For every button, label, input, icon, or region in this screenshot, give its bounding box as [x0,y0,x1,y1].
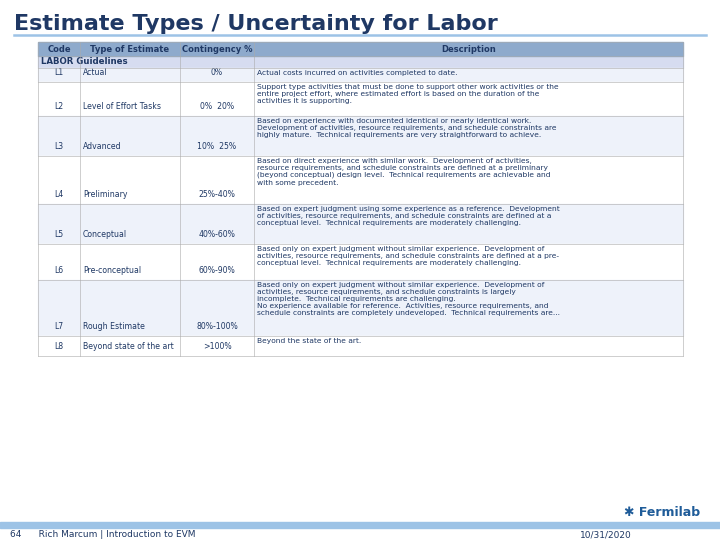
Text: Based on direct experience with similar work.  Development of activities,
resour: Based on direct experience with similar … [257,158,551,186]
Text: Beyond the state of the art.: Beyond the state of the art. [257,338,361,343]
Text: 10/31/2020: 10/31/2020 [580,530,631,539]
Text: Description: Description [441,44,496,53]
Text: >100%: >100% [202,342,231,351]
Text: ✱ Fermilab: ✱ Fermilab [624,505,700,518]
Text: L4: L4 [54,190,63,199]
Bar [38,82,683,116]
Text: Type of Estimate: Type of Estimate [90,44,169,53]
Text: L3: L3 [55,142,63,151]
Text: 25%-40%: 25%-40% [199,190,235,199]
Text: Contingency %: Contingency % [181,44,252,53]
Text: Actual: Actual [83,68,107,77]
Text: Beyond state of the art: Beyond state of the art [83,342,174,351]
Bar [38,56,683,68]
Text: L2: L2 [55,102,63,111]
Text: 40%-60%: 40%-60% [199,230,235,239]
Text: Based only on expert judgment without similar experience.  Development of
activi: Based only on expert judgment without si… [257,246,559,266]
Text: Pre-conceptual: Pre-conceptual [83,266,141,275]
Text: Advanced: Advanced [83,142,122,151]
Bar [38,156,683,204]
Bar [38,336,683,356]
Bar [38,116,683,156]
Bar [38,280,683,336]
Text: 80%-100%: 80%-100% [196,322,238,331]
Text: 0%: 0% [211,68,223,77]
Text: 64      Rich Marcum | Introduction to EVM: 64 Rich Marcum | Introduction to EVM [10,530,196,539]
Text: Rough Estimate: Rough Estimate [83,322,145,331]
Text: Conceptual: Conceptual [83,230,127,239]
Bar [0,522,720,528]
Text: Support type activities that must be done to support other work activities or th: Support type activities that must be don… [257,84,559,104]
Text: Based on experience with documented identical or nearly identical work.
Developm: Based on experience with documented iden… [257,118,557,138]
Text: L1: L1 [54,68,63,77]
Text: Estimate Types / Uncertainty for Labor: Estimate Types / Uncertainty for Labor [14,14,498,34]
Text: L6: L6 [55,266,63,275]
Text: L5: L5 [55,230,63,239]
Bar [38,204,683,244]
Text: LABOR Guidelines: LABOR Guidelines [41,57,127,66]
Text: L7: L7 [55,322,63,331]
Text: Level of Effort Tasks: Level of Effort Tasks [83,102,161,111]
Text: 60%-90%: 60%-90% [199,266,235,275]
Bar [38,68,683,82]
Text: Based only on expert judgment without similar experience.  Development of
activi: Based only on expert judgment without si… [257,281,560,316]
Bar [38,42,683,56]
Text: Preliminary: Preliminary [83,190,127,199]
Bar [38,244,683,280]
Text: 0%  20%: 0% 20% [200,102,234,111]
Text: Code: Code [47,44,71,53]
Text: Based on expert judgment using some experience as a reference.  Development
of a: Based on expert judgment using some expe… [257,206,560,226]
Text: L8: L8 [55,342,63,351]
Text: 10%  25%: 10% 25% [197,142,237,151]
Text: Actual costs incurred on activities completed to date.: Actual costs incurred on activities comp… [257,70,458,76]
